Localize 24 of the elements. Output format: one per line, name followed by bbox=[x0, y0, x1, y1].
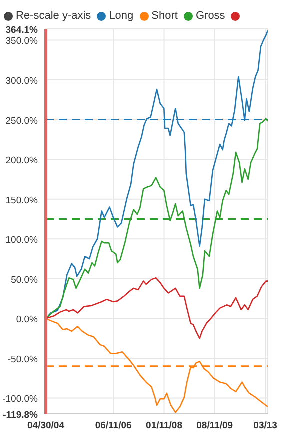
x-tick-label: 04/30/04 bbox=[28, 420, 66, 432]
legend-label: Long bbox=[109, 10, 134, 22]
y-tick-label: 200.0% bbox=[6, 156, 39, 167]
y-tick-label: 250.0% bbox=[6, 116, 39, 127]
y-tick-label: -119.8% bbox=[3, 410, 39, 421]
y-tick-label: 150.0% bbox=[6, 195, 39, 206]
line-series bbox=[46, 318, 268, 414]
legend-label: Short bbox=[152, 10, 178, 22]
y-tick-label: -100.0% bbox=[2, 394, 39, 406]
y-tick-label: 50.0% bbox=[11, 274, 39, 286]
legend-label: Gross bbox=[196, 10, 226, 22]
y-tick-label: 364.1% bbox=[6, 25, 39, 36]
text: Re-scale y-axis bbox=[16, 10, 92, 22]
y-tick-label: -50.0% bbox=[8, 354, 39, 366]
x-tick-label: 08/11/09 bbox=[196, 420, 234, 432]
x-tick-label: 01/11/08 bbox=[146, 420, 182, 432]
y-tick-label: 350.0% bbox=[6, 36, 39, 48]
y-tick-label: 100.0% bbox=[6, 235, 39, 246]
y-tick-label: 0.0% bbox=[16, 314, 39, 326]
line-series bbox=[46, 277, 268, 340]
x-tick-label: 06/11/06 bbox=[95, 420, 132, 432]
x-tick-label: 03/13 bbox=[254, 420, 278, 432]
line-series bbox=[46, 118, 268, 320]
y-tick-label: 300.0% bbox=[6, 76, 39, 87]
